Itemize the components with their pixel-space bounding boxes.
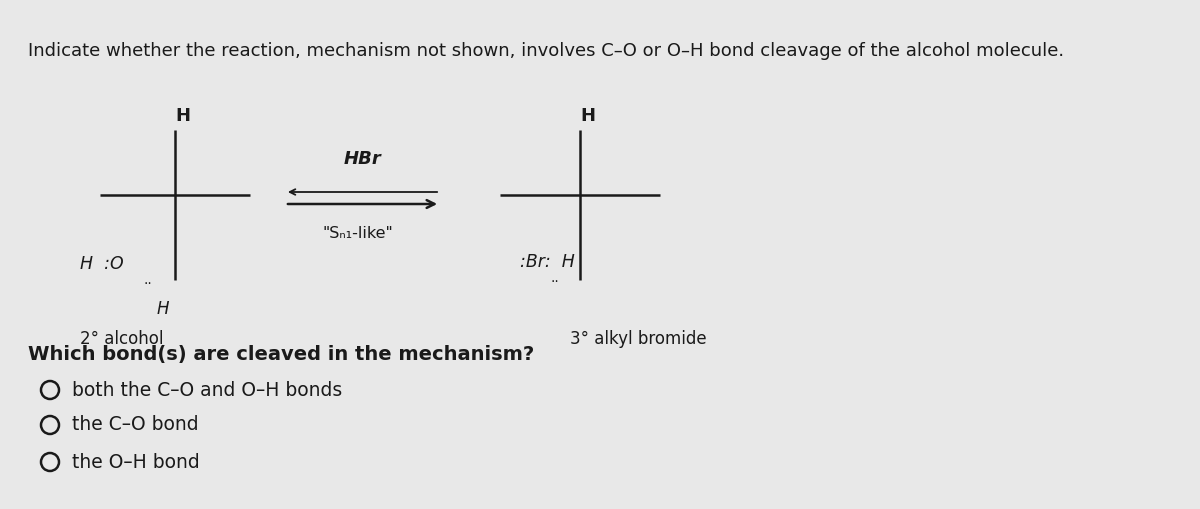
Text: ··: ·· bbox=[551, 275, 559, 289]
Text: the C–O bond: the C–O bond bbox=[72, 415, 199, 435]
Text: :Br:  H: :Br: H bbox=[520, 253, 575, 271]
Text: "Sₙ₁-like": "Sₙ₁-like" bbox=[322, 226, 392, 241]
Text: both the C–O and O–H bonds: both the C–O and O–H bonds bbox=[72, 381, 342, 400]
Text: Which bond(s) are cleaved in the mechanism?: Which bond(s) are cleaved in the mechani… bbox=[28, 345, 534, 364]
Text: the O–H bond: the O–H bond bbox=[72, 453, 199, 471]
Text: ··: ·· bbox=[144, 277, 152, 291]
Text: H: H bbox=[581, 107, 595, 125]
Text: H: H bbox=[175, 107, 191, 125]
Text: H  :O: H :O bbox=[80, 255, 124, 273]
Text: H: H bbox=[157, 300, 169, 318]
Text: Indicate whether the reaction, mechanism not shown, involves C–O or O–H bond cle: Indicate whether the reaction, mechanism… bbox=[28, 42, 1064, 60]
Text: 3° alkyl bromide: 3° alkyl bromide bbox=[570, 330, 707, 348]
Text: 2° alcohol: 2° alcohol bbox=[80, 330, 163, 348]
Text: HBr: HBr bbox=[343, 150, 382, 168]
